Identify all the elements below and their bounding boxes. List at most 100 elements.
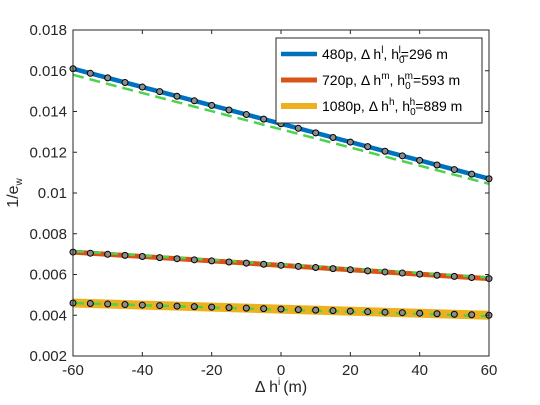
x-axis-label-sup: i (278, 377, 280, 388)
y-tick-label-3: 0.008 (29, 226, 67, 243)
y-tick-label-0: 0.002 (29, 348, 67, 365)
legend-entry-0-sup: l (381, 45, 383, 56)
series-0-point-5 (156, 88, 164, 96)
legend-entry-0-b: , h (383, 46, 399, 62)
legend-entry-2-sub: 0 (410, 107, 416, 118)
series-0-point-19 (398, 152, 406, 160)
legend-entry-0: 480p, Δ hl, h0l=296 m (322, 45, 448, 66)
legend-entry-0-sub: 0 (399, 55, 405, 66)
series-1-point-12 (277, 261, 285, 269)
series-0-point-1 (86, 69, 94, 77)
series-1-point-19 (398, 269, 406, 277)
x-tick-label-3: 0 (277, 362, 285, 379)
series-0-point-23 (468, 170, 476, 178)
series-0-point-2 (104, 74, 112, 82)
series-1-point-8 (208, 257, 216, 265)
y-tick-label-4: 0.01 (38, 185, 67, 202)
series-0-point-4 (138, 83, 146, 91)
series-2-point-7 (190, 303, 198, 311)
x-tick-label-0: -60 (62, 362, 84, 379)
legend-entry-1-b: , h (390, 72, 406, 88)
series-0-point-10 (242, 111, 250, 119)
legend-entry-2-a: 1080p, Δ h (322, 98, 389, 114)
series-2-point-9 (225, 304, 233, 312)
series-1-point-7 (190, 256, 198, 264)
series-layer (69, 65, 493, 320)
x-axis-label: Δ hi (m) (255, 377, 307, 396)
series-1-point-5 (156, 254, 164, 262)
series-1-point-2 (104, 250, 112, 258)
legend-entry-0-sup2: l (399, 45, 401, 56)
series-1-point-23 (468, 273, 476, 281)
series-0-point-6 (173, 92, 181, 100)
series-1-point-14 (312, 264, 320, 272)
series-1-point-22 (450, 272, 458, 280)
series-2-point-10 (242, 304, 250, 312)
series-0-point-18 (381, 147, 389, 155)
x-tick-label-2: -20 (201, 362, 223, 379)
series-2-point-20 (416, 309, 424, 317)
series-1-point-11 (260, 260, 268, 268)
series-0-point-20 (416, 156, 424, 164)
series-2-point-6 (173, 302, 181, 310)
series-0-point-13 (294, 124, 302, 132)
legend-entry-1-sup2: m (405, 71, 413, 82)
y-tick-label-7: 0.016 (29, 63, 67, 80)
legend-entry-0-a: 480p, Δ h (322, 46, 381, 62)
series-0-point-21 (433, 161, 441, 169)
series-1-point-18 (381, 268, 389, 276)
series-1-point-21 (433, 271, 441, 279)
series-2-point-3 (121, 301, 129, 309)
ticks-layer: -60 -40 -20 0 20 40 60 0.002 0.004 0.006 0.008 0.01… (29, 22, 497, 379)
series-2-point-5 (156, 302, 164, 310)
series-2-point-19 (398, 309, 406, 317)
legend-entry-2-c: =889 m (415, 98, 462, 114)
series-2-point-4 (138, 301, 146, 309)
legend-entry-1-c: =593 m (413, 72, 460, 88)
x-tick-label-5: 40 (411, 362, 428, 379)
x-tick-label-1: -40 (131, 362, 153, 379)
series-1-point-9 (225, 258, 233, 266)
series-1-point-6 (173, 255, 181, 263)
legend-entry-0-c: =296 m (401, 46, 448, 62)
y-tick-label-5: 0.012 (29, 144, 67, 161)
series-2-point-13 (294, 306, 302, 314)
series-2-point-2 (104, 300, 112, 308)
series-0-point-22 (450, 166, 458, 174)
series-1-point-13 (294, 262, 302, 270)
legend-entry-1-a: 720p, Δ h (322, 72, 381, 88)
legend-entry-1: 720p, Δ hm, h0m=593 m (322, 71, 460, 92)
series-2-point-8 (208, 303, 216, 311)
series-2-point-21 (433, 310, 441, 318)
series-2-point-14 (312, 306, 320, 314)
series-2-point-1 (86, 300, 94, 308)
y-tick-label-6: 0.014 (29, 104, 67, 121)
x-tick-label-6: 60 (481, 362, 498, 379)
y-axis-label-main: 1/e (5, 185, 22, 207)
legend-entry-1-sub: 0 (405, 81, 411, 92)
series-0-point-14 (312, 129, 320, 137)
series-2-point-17 (364, 308, 372, 316)
y-axis-label-sub: w (14, 177, 25, 186)
y-tick-label-8: 0.018 (29, 22, 67, 39)
y-tick-label-1: 0.004 (29, 307, 67, 324)
x-axis-label-main: Δ h (255, 379, 278, 396)
series-fit-line-0 (72, 73, 490, 186)
series-1-point-1 (86, 249, 94, 257)
legend-entry-2-b: , h (395, 98, 411, 114)
series-0-point-11 (260, 115, 268, 123)
series-0-point-9 (225, 106, 233, 114)
series-2-point-11 (260, 305, 268, 313)
series-2-point-12 (277, 305, 285, 313)
series-1-point-3 (121, 251, 129, 259)
series-0-point-17 (364, 143, 372, 151)
series-2-point-23 (468, 311, 476, 319)
legend-entry-2-sup: h (389, 97, 395, 108)
series-1-point-20 (416, 270, 424, 278)
y-axis-label: 1/ew (5, 177, 25, 207)
legend-entry-2: 1080p, Δ hh, h0h=889 m (322, 97, 462, 118)
series-1-point-17 (364, 267, 372, 275)
legend-entry-2-sup2: h (410, 97, 416, 108)
